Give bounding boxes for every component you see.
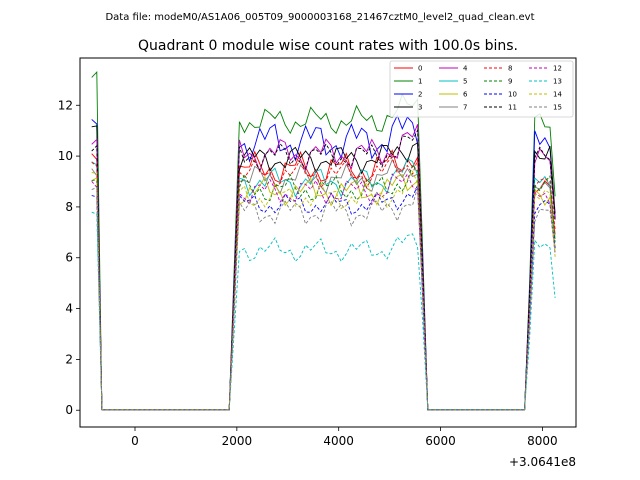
series-line-15: [91, 186, 556, 411]
legend-label-8: 8: [508, 65, 512, 73]
plot-frame: [79, 57, 577, 428]
y-tick-label: 4: [65, 302, 73, 316]
suptitle: Data file: modeM0/AS1A06_005T09_90000031…: [105, 12, 534, 23]
y-axis: 0 2 4 6 8 10 12: [58, 98, 80, 417]
x-tick-label: 6000: [425, 434, 456, 448]
legend-label-5: 5: [463, 78, 467, 86]
y-tick-label: 10: [58, 149, 73, 163]
chart-title: Quadrant 0 module wise count rates with …: [138, 38, 518, 54]
legend-label-13: 13: [553, 78, 562, 86]
series-line-14: [91, 170, 556, 411]
legend-label-7: 7: [463, 104, 467, 112]
legend-label-9: 9: [508, 78, 512, 86]
legend-label-1: 1: [418, 78, 422, 86]
x-tick-label: 0: [131, 434, 139, 448]
legend-label-3: 3: [418, 104, 422, 112]
legend-box: [389, 60, 574, 118]
x-tick-label: 8000: [527, 434, 558, 448]
legend-label-0: 0: [418, 65, 422, 73]
x-tick-label: 2000: [222, 434, 253, 448]
legend-label-15: 15: [553, 104, 562, 112]
y-tick-label: 8: [65, 200, 73, 214]
legend-label-12: 12: [553, 65, 562, 73]
y-tick-label: 0: [65, 403, 73, 417]
y-tick-label: 12: [58, 98, 73, 112]
legend-label-11: 11: [508, 104, 517, 112]
x-axis: 0 2000 4000 6000 8000: [131, 427, 558, 448]
legend-label-14: 14: [553, 91, 562, 99]
legend-label-4: 4: [463, 65, 468, 73]
series-layer: [91, 71, 556, 411]
x-tick-label: 4000: [323, 434, 354, 448]
legend-label-6: 6: [463, 91, 468, 99]
legend-label-10: 10: [508, 91, 517, 99]
y-tick-label: 2: [65, 352, 73, 366]
y-tick-label: 6: [65, 251, 73, 265]
legend-label-2: 2: [418, 91, 422, 99]
x-offset-label: +3.0641e8: [509, 455, 576, 469]
